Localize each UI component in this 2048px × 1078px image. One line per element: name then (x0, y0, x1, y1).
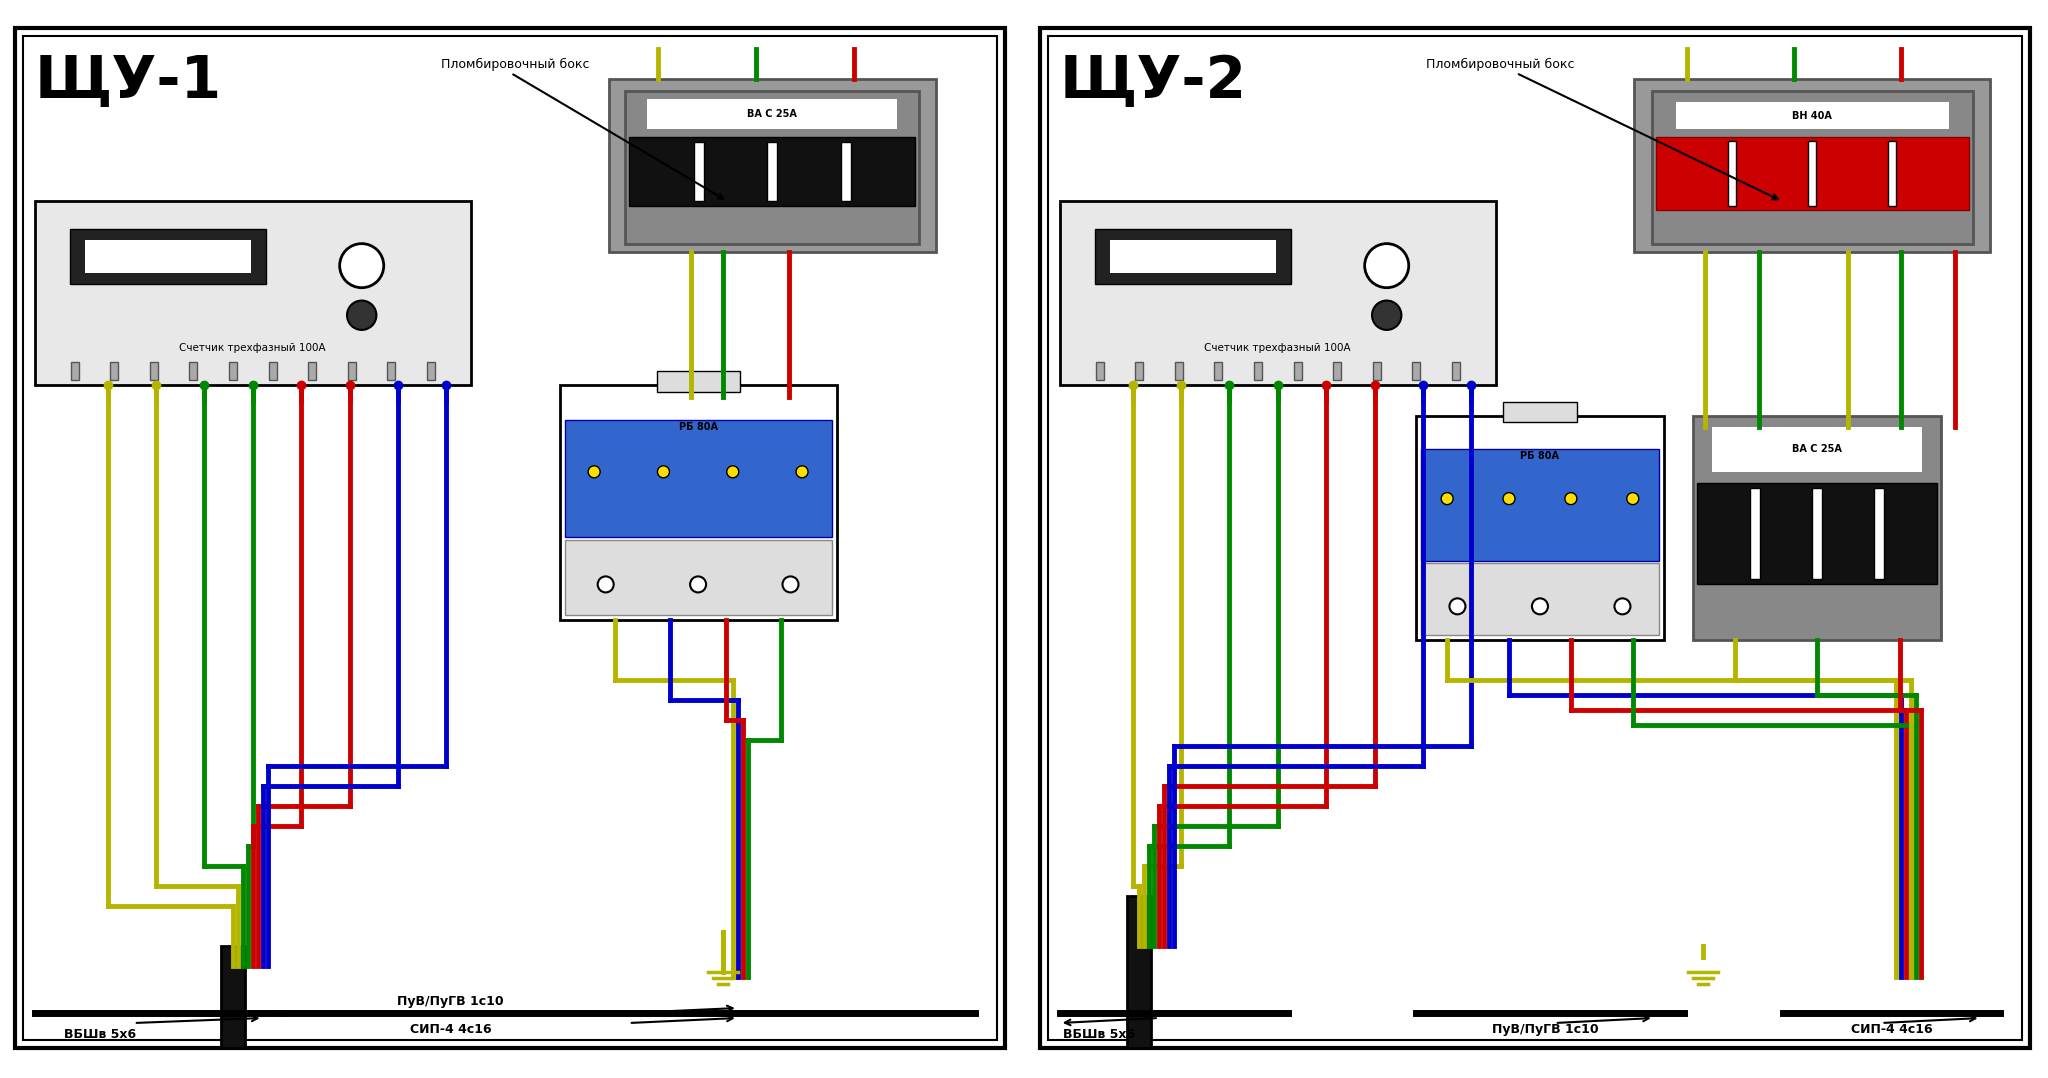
Bar (221, 946, 246, 1048)
Bar (1135, 362, 1143, 381)
Text: ВБШв 5х6: ВБШв 5х6 (1063, 1028, 1135, 1041)
Text: ВА С 25А: ВА С 25А (748, 109, 797, 119)
Text: РБ 80А: РБ 80А (1520, 451, 1559, 461)
Text: СИП-4 4с16: СИП-4 4с16 (1851, 1023, 1931, 1036)
Bar (1253, 362, 1262, 381)
Bar (150, 362, 158, 381)
Bar (23, 36, 997, 1040)
Bar (348, 362, 356, 381)
Bar (1421, 450, 1659, 562)
Text: Пломбировочный бокс: Пломбировочный бокс (440, 58, 590, 71)
Text: ЩУ-2: ЩУ-2 (1061, 53, 1247, 110)
Bar (565, 420, 831, 538)
Circle shape (588, 466, 600, 478)
Bar (35, 202, 471, 385)
Bar (1421, 563, 1659, 635)
Bar (1653, 92, 1972, 244)
Bar (1812, 488, 1823, 579)
Bar (1657, 137, 1968, 210)
Bar (70, 229, 266, 284)
Circle shape (1442, 493, 1454, 505)
Bar (694, 142, 705, 201)
Bar (1503, 402, 1577, 423)
Bar (1874, 488, 1884, 579)
Text: Счетчик трехфазный 100А: Счетчик трехфазный 100А (180, 343, 326, 354)
Circle shape (1626, 493, 1638, 505)
Bar (111, 362, 119, 381)
Bar (1694, 416, 1942, 640)
Bar (188, 362, 197, 381)
Circle shape (782, 577, 799, 593)
Bar (1049, 36, 2021, 1040)
Bar (1061, 202, 1495, 385)
Bar (14, 28, 1006, 1048)
Bar (559, 385, 838, 620)
Bar (1413, 362, 1421, 381)
Bar (1096, 362, 1104, 381)
Circle shape (340, 244, 383, 288)
Bar (1675, 101, 1948, 129)
Bar (229, 362, 238, 381)
Bar (629, 137, 915, 206)
Bar (387, 362, 395, 381)
Text: ПуВ/ПуГВ 1с10: ПуВ/ПуГВ 1с10 (1491, 1023, 1597, 1036)
Bar (768, 142, 778, 201)
Circle shape (1565, 493, 1577, 505)
Bar (1333, 362, 1341, 381)
Circle shape (797, 466, 809, 478)
Bar (1040, 28, 2030, 1048)
Bar (84, 240, 252, 273)
Text: ВН 40А: ВН 40А (1792, 111, 1833, 121)
Circle shape (1532, 598, 1548, 614)
Circle shape (1364, 244, 1409, 288)
Circle shape (1503, 493, 1516, 505)
Text: СИП-4 4с16: СИП-4 4с16 (410, 1023, 492, 1036)
Bar (842, 142, 850, 201)
Text: ПуВ/ПуГВ 1с10: ПуВ/ПуГВ 1с10 (397, 995, 504, 1008)
Circle shape (690, 577, 707, 593)
Bar (307, 362, 315, 381)
Circle shape (1614, 598, 1630, 614)
Circle shape (1372, 301, 1401, 330)
Circle shape (657, 466, 670, 478)
Bar (1176, 362, 1184, 381)
Circle shape (346, 301, 377, 330)
Bar (1808, 141, 1817, 206)
Bar (1110, 240, 1276, 273)
Text: ВБШв 5х6: ВБШв 5х6 (63, 1028, 137, 1041)
Bar (565, 539, 831, 614)
Bar (1888, 141, 1896, 206)
Bar (1417, 416, 1663, 640)
Bar (608, 79, 936, 252)
Bar (1372, 362, 1380, 381)
Circle shape (598, 577, 614, 593)
Bar (1294, 362, 1303, 381)
Text: РБ 80А: РБ 80А (678, 423, 717, 432)
Bar (1729, 141, 1737, 206)
Bar (70, 362, 78, 381)
Bar (268, 362, 276, 381)
Text: ЩУ-1: ЩУ-1 (35, 53, 221, 110)
Bar (1452, 362, 1460, 381)
Bar (657, 371, 739, 392)
Bar (625, 92, 920, 244)
Text: ВА С 25А: ВА С 25А (1792, 444, 1841, 454)
Circle shape (727, 466, 739, 478)
Bar (647, 99, 897, 129)
Bar (1698, 483, 1937, 584)
Text: Счетчик трехфазный 100А: Счетчик трехфазный 100А (1204, 343, 1352, 354)
Text: Пломбировочный бокс: Пломбировочный бокс (1425, 58, 1575, 71)
Bar (426, 362, 434, 381)
Bar (1214, 362, 1223, 381)
Bar (1712, 427, 1923, 472)
Circle shape (1450, 598, 1466, 614)
Bar (1634, 79, 1991, 252)
Bar (1126, 896, 1151, 1048)
Bar (1751, 488, 1761, 579)
Bar (1096, 229, 1290, 284)
